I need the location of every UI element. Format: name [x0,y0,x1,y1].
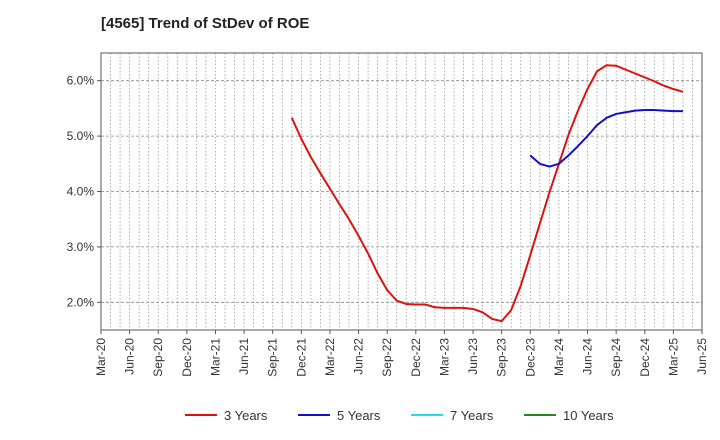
x-tick-label: Mar-20 [94,338,108,376]
x-tick-label: Dec-24 [638,338,652,377]
grid-layer [101,53,702,330]
legend-label: 10 Years [563,408,614,423]
series-layer [290,64,684,323]
x-tick-label: Dec-22 [409,338,423,377]
x-tick-label: Jun-25 [695,338,709,375]
x-axis-ticks: Mar-20 Jun-20 Sep-20 Dec-20 Mar-21 Jun-21 Sep-… [94,330,709,377]
y-tick-label: 6.0% [67,74,95,88]
y-axis-ticks: 2.0% 3.0% 4.0% 5.0% 6.0% [67,74,101,309]
x-tick-label: Mar-25 [666,338,680,376]
x-tick-label: Mar-24 [552,338,566,376]
x-tick-label: Mar-23 [437,338,451,376]
chart-title: [4565] Trend of StDev of ROE [101,15,310,32]
x-tick-label: Dec-20 [180,338,194,377]
y-tick-label: 5.0% [67,129,95,143]
x-tick-label: Jun-20 [123,338,137,375]
legend: 3 Years 5 Years 7 Years 10 Years [185,408,614,423]
y-tick-label: 4.0% [67,185,95,199]
x-tick-label: Dec-21 [294,338,308,377]
x-tick-label: Sep-23 [495,338,509,377]
x-tick-label: Dec-23 [523,338,537,377]
x-tick-label: Sep-22 [380,338,394,377]
x-tick-label: Jun-21 [237,338,251,375]
x-tick-label: Sep-24 [609,338,623,377]
x-tick-label: Jun-23 [466,338,480,375]
x-tick-label: Mar-21 [208,338,222,376]
x-tick-label: Jun-22 [352,338,366,375]
x-tick-label: Sep-20 [151,338,165,377]
x-tick-label: Sep-21 [266,338,280,377]
x-tick-label: Mar-22 [323,338,337,376]
legend-label: 5 Years [337,408,381,423]
y-tick-label: 3.0% [67,240,95,254]
legend-label: 3 Years [224,408,268,423]
x-tick-label: Jun-24 [581,338,595,375]
series-line-2 [529,109,683,168]
series-line-1 [290,64,684,323]
y-tick-label: 2.0% [67,295,95,309]
legend-label: 7 Years [450,408,494,423]
